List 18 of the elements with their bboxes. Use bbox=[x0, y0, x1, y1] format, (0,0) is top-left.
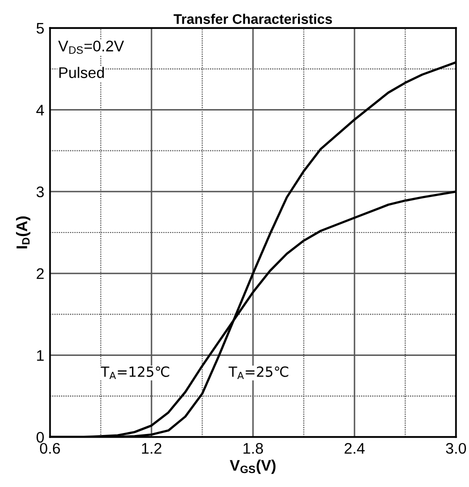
x-tick-label: 3.0 bbox=[446, 442, 466, 454]
annotation: Pulsed bbox=[59, 66, 104, 78]
annotation: V$_{DS}$=0.2V bbox=[58, 40, 124, 54]
annotation: T$_{A}$=125℃ bbox=[100, 366, 170, 380]
x-tick-label: 1.2 bbox=[142, 442, 162, 454]
y-tick-label: 5 bbox=[36, 23, 44, 34]
x-tick-label: 1.8 bbox=[244, 442, 263, 454]
y-tick-label: 4 bbox=[36, 104, 44, 116]
annotation: T$_{A}$=25℃ bbox=[228, 366, 288, 380]
y-axis-title: I$_{D}$(A) bbox=[16, 216, 30, 248]
y-tick-label: 2 bbox=[36, 268, 44, 279]
x-axis-title: V$_{GS}$(V) bbox=[230, 460, 276, 474]
y-tick-label: 1 bbox=[37, 350, 44, 361]
x-tick-label: 2.4 bbox=[344, 442, 365, 454]
x-tick-label: 0.6 bbox=[40, 442, 60, 454]
y-tick-label: 0 bbox=[36, 432, 44, 443]
chart-title: Transfer Characteristics bbox=[174, 14, 332, 24]
y-tick-label: 3 bbox=[36, 186, 44, 198]
